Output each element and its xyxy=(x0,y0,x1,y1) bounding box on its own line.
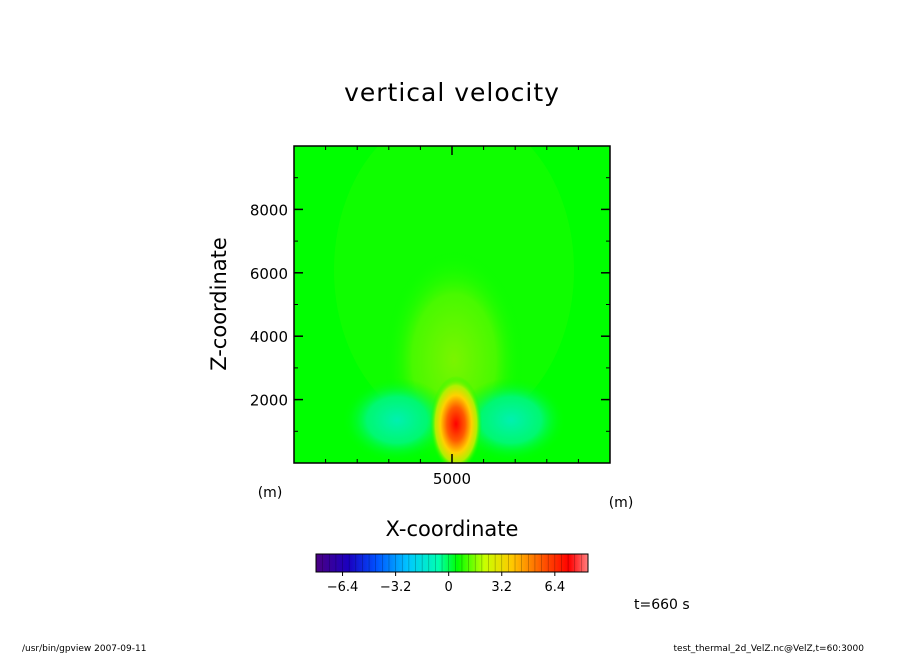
y-tick-label: 2000 xyxy=(250,392,288,410)
colorbar-tick-label: −3.2 xyxy=(380,580,412,595)
colorbar-tick-label: 6.4 xyxy=(544,580,565,595)
x-axis-label: X-coordinate xyxy=(386,517,519,541)
y-tick-label: 6000 xyxy=(250,265,288,283)
colorbar-tick-label: −6.4 xyxy=(327,580,359,595)
time-label: t=660 s xyxy=(634,597,690,613)
colorbar-tick-label: 0 xyxy=(445,580,453,595)
y-tick-label: 8000 xyxy=(250,201,288,219)
footer-left: /usr/bin/gpview 2007-09-11 xyxy=(22,644,146,654)
colorbar xyxy=(316,554,588,572)
colorbar-stripes xyxy=(322,554,582,572)
x-tick-label: 5000 xyxy=(433,470,471,488)
field-updraft-core xyxy=(430,376,482,463)
y-unit-label: (m) xyxy=(258,485,283,501)
colorbar-ticks: −6.4 −3.2 0 3.2 6.4 xyxy=(327,572,565,595)
footer-right: test_thermal_2d_VelZ.nc@VelZ,t=60:3000 xyxy=(674,644,865,654)
y-axis-label: Z-coordinate xyxy=(207,237,231,371)
axes: 5000 2000 4000 6000 8000 xyxy=(250,146,610,488)
x-unit-label: (m) xyxy=(609,495,634,511)
y-tick-label: 4000 xyxy=(250,328,288,346)
field-downdraft-right xyxy=(456,378,566,462)
colorbar-frame xyxy=(315,553,589,573)
colorbar-tick-label: 3.2 xyxy=(491,580,512,595)
plot-area xyxy=(294,146,610,463)
chart-title: vertical velocity xyxy=(344,78,560,107)
field-downdraft-left xyxy=(342,378,452,462)
